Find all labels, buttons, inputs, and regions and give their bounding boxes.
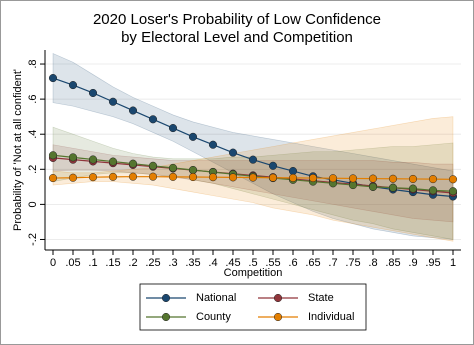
point (408, 184, 418, 193)
x-tick-label: .95 (425, 257, 440, 269)
point (48, 74, 58, 83)
point (108, 172, 118, 181)
x-tick-label: .9 (408, 257, 417, 269)
point (48, 174, 58, 183)
x-tick-label: .15 (105, 257, 120, 269)
point (148, 161, 158, 170)
point (168, 172, 178, 181)
point (268, 161, 278, 170)
point (228, 148, 238, 157)
x-tick-label: .1 (88, 257, 97, 269)
point (148, 172, 158, 181)
legend-label: Individual (308, 311, 354, 323)
legend-marker (161, 312, 171, 322)
point (428, 186, 438, 195)
x-tick-label: .55 (265, 257, 280, 269)
point (68, 81, 78, 90)
point (188, 165, 198, 175)
x-tick-label: .05 (65, 257, 80, 269)
point (388, 174, 398, 183)
point (128, 172, 138, 181)
point (288, 167, 298, 176)
point (328, 174, 338, 183)
point (188, 132, 198, 141)
point (228, 173, 238, 182)
y-tick-label: .6 (27, 95, 39, 104)
plot-area (45, 50, 461, 250)
point (188, 172, 198, 182)
legend-marker (273, 312, 283, 322)
x-tick-label: .75 (345, 257, 360, 269)
point (168, 163, 178, 172)
x-tick-label: .2 (128, 257, 137, 269)
point (428, 175, 438, 184)
point (88, 88, 98, 98)
y-tick-label: .8 (27, 59, 39, 68)
legend-marker (273, 293, 283, 303)
y-tick-label: .4 (27, 130, 39, 139)
legend-label: National (196, 292, 236, 304)
point (88, 173, 98, 182)
point (68, 173, 78, 182)
y-tick-label: 0 (27, 201, 39, 207)
x-axis-title: Competition (224, 267, 283, 279)
point (68, 153, 78, 162)
y-tick-label: -.2 (27, 233, 39, 246)
x-tick-label: .4 (208, 257, 217, 269)
point (448, 187, 458, 196)
x-tick-label: .5 (248, 257, 257, 269)
point (368, 182, 378, 191)
point (88, 155, 98, 164)
point (128, 106, 138, 115)
point (208, 173, 218, 182)
point (288, 173, 298, 182)
point (48, 151, 58, 160)
x-tick-label: 1 (450, 257, 456, 269)
point (308, 174, 318, 183)
legend-label: County (196, 311, 231, 323)
point (368, 174, 378, 183)
chart-title-line: by Electoral Level and Competition (121, 29, 353, 46)
x-tick-label: .45 (225, 257, 240, 269)
legend-box (139, 283, 367, 331)
point (388, 183, 398, 192)
point (208, 140, 218, 149)
x-tick-label: .25 (145, 257, 160, 269)
x-tick-label: .8 (368, 257, 377, 269)
point (408, 174, 418, 183)
legend-label: State (308, 292, 334, 304)
y-tick-label: .2 (27, 165, 39, 174)
x-tick-label: 0 (50, 257, 56, 269)
point (268, 173, 278, 182)
chart-title-line: 2020 Loser's Probability of Low Confiden… (93, 11, 381, 28)
confidence-band (52, 53, 454, 240)
x-tick-label: .6 (288, 257, 297, 269)
point (108, 97, 118, 106)
point (108, 157, 118, 166)
point (148, 115, 158, 124)
x-tick-label: .85 (385, 257, 400, 269)
point (248, 155, 258, 164)
point (448, 175, 458, 184)
y-axis-title: Probability of 'Not at all confident' (12, 69, 24, 231)
point (248, 173, 258, 182)
x-tick-label: .65 (305, 257, 320, 269)
point (348, 174, 358, 183)
point (168, 124, 178, 133)
x-tick-label: .3 (168, 257, 177, 269)
x-tick-label: .35 (185, 257, 200, 269)
legend-marker (161, 293, 171, 303)
x-tick-label: .7 (328, 257, 337, 269)
point (128, 159, 138, 168)
